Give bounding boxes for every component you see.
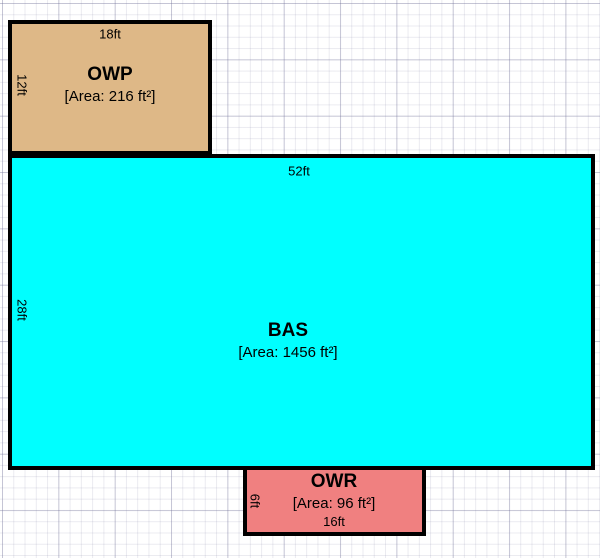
room-label-bas: BAS [Area: 1456 ft²] [238,320,337,362]
dimension-bas-left: 28ft [14,299,30,321]
dimension-owp-left: 12ft [14,74,30,96]
room-area-owp: [Area: 216 ft²] [64,87,156,105]
room-shape-owp[interactable] [8,20,212,155]
dimension-owr-bottom: 16ft [323,514,345,530]
room-area-bas: [Area: 1456 ft²] [238,343,338,361]
dimension-bas-top: 52ft [288,163,310,179]
dimension-owr-left: 6ft [247,493,263,509]
room-code-bas: BAS [267,319,309,341]
room-code-owr: OWR [310,471,358,493]
room-label-owp: OWP [Area: 216 ft²] [65,64,156,106]
room-area-owr: [Area: 96 ft²] [292,494,376,512]
room-shape-owr[interactable] [243,466,426,536]
room-shape-bas[interactable] [8,154,595,470]
dimension-owp-top: 18ft [99,26,121,42]
room-code-owp: OWP [87,63,133,85]
room-label-owr: OWR [Area: 96 ft²] 16ft [293,471,376,531]
